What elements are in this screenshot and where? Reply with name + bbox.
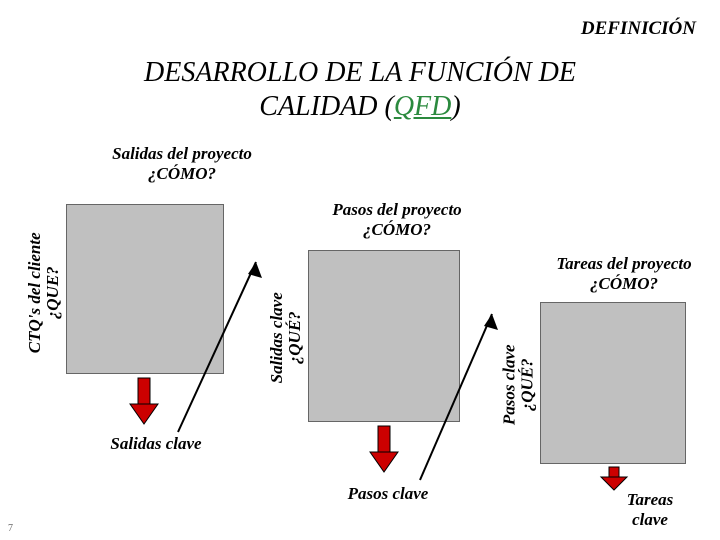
title-qfd: QFD bbox=[394, 91, 452, 122]
stage3-arrow-icon bbox=[597, 466, 631, 492]
stage3-box bbox=[540, 302, 686, 464]
stage1-side-l1: CTQ's del cliente bbox=[25, 208, 45, 378]
page-header: DEFINICIÓN bbox=[581, 18, 696, 40]
main-title: DESARROLLO DE LA FUNCIÓN DE CALIDAD (QFD… bbox=[0, 56, 720, 123]
stage1-box bbox=[66, 204, 224, 374]
title-line2c: ) bbox=[451, 91, 460, 122]
stage2-output-label: Pasos clave bbox=[328, 484, 448, 504]
stage1-top-label: Salidas del proyecto ¿CÓMO? bbox=[92, 144, 272, 185]
stage2-side-l2: ¿QUÉ? bbox=[285, 258, 305, 418]
stage1-top-l1: Salidas del proyecto bbox=[112, 144, 252, 163]
stage3-top-l2: ¿CÓMO? bbox=[590, 274, 658, 293]
stage3-top-label: Tareas del proyecto ¿CÓMO? bbox=[534, 254, 714, 295]
stage2-top-label: Pasos del proyecto ¿CÓMO? bbox=[312, 200, 482, 241]
stage3-side-l1: Pasos clave bbox=[500, 307, 520, 462]
stage1-side-l2: ¿QUE? bbox=[43, 208, 63, 378]
stage2-box bbox=[308, 250, 460, 422]
stage1-top-l2: ¿CÓMO? bbox=[148, 164, 216, 183]
stage2-top-l1: Pasos del proyecto bbox=[332, 200, 461, 219]
stage3-side-l2: ¿QUÉ? bbox=[518, 307, 538, 462]
stage2-top-l2: ¿CÓMO? bbox=[363, 220, 431, 239]
stage3-output-l2: clave bbox=[632, 510, 668, 529]
stage2-side-l1: Salidas clave bbox=[267, 258, 287, 418]
stage3-top-l1: Tareas del proyecto bbox=[556, 254, 691, 273]
footnote: 7 bbox=[8, 523, 13, 534]
stage2-arrow-icon bbox=[366, 424, 402, 476]
title-line2a: CALIDAD ( bbox=[259, 91, 394, 122]
stage1-output-label: Salidas clave bbox=[96, 434, 216, 454]
stage3-output-l1: Tareas bbox=[627, 490, 674, 509]
title-line1: DESARROLLO DE LA FUNCIÓN DE bbox=[144, 57, 576, 88]
stage1-arrow-icon bbox=[126, 376, 162, 428]
stage3-output-label: Tareas clave bbox=[590, 490, 710, 529]
